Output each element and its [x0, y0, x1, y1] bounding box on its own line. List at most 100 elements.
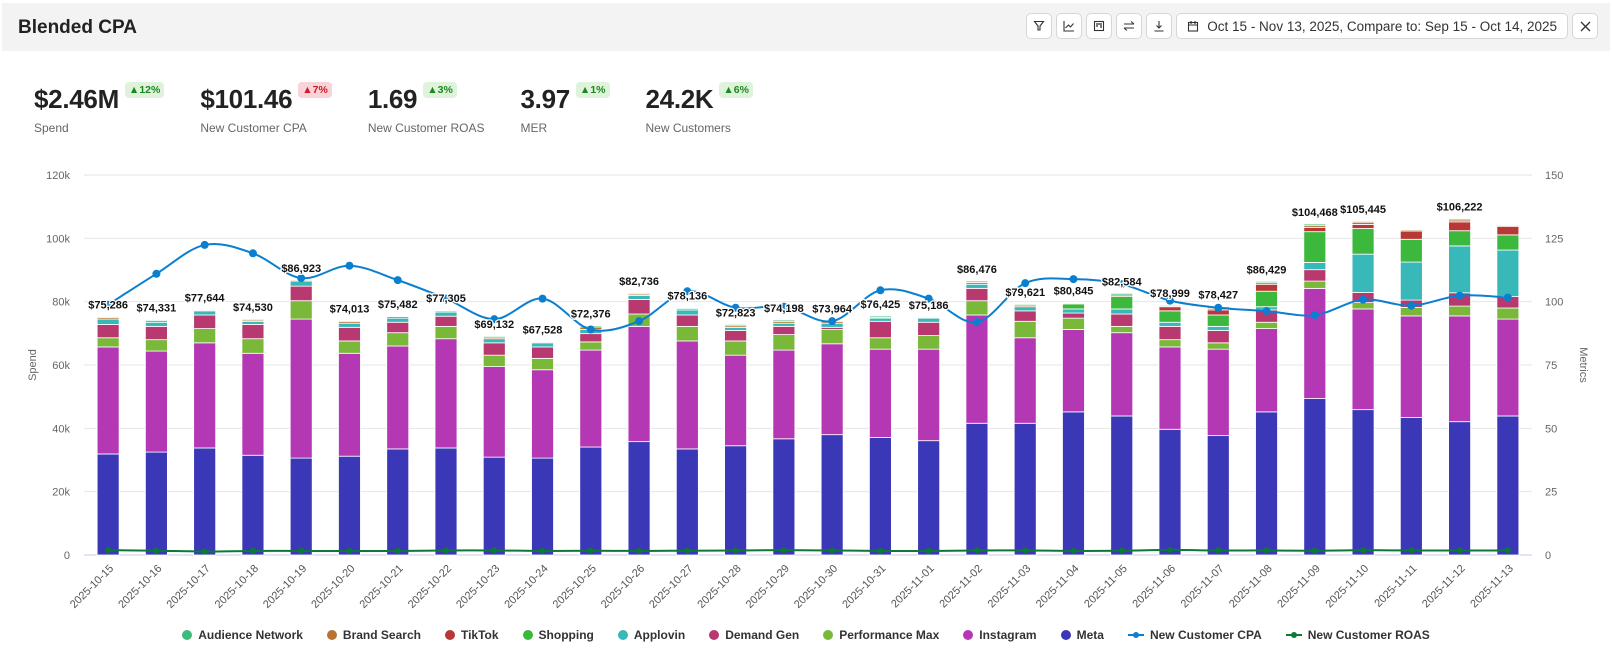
legend-item-meta[interactable]: Meta [1060, 628, 1104, 642]
new-customer-roas-point [539, 547, 546, 554]
calendar-icon [1188, 21, 1199, 32]
kpi-mer: 3.97 ▲1% MER [521, 82, 610, 135]
bar-segment-instagram [1496, 318, 1520, 417]
bar-segment-performance-max [193, 328, 217, 344]
bar-total-label: $72,823 [716, 307, 756, 319]
bar-segment-performance-max [338, 340, 361, 354]
bar-segment-applovin [1399, 261, 1423, 301]
filter-button[interactable] [1026, 13, 1053, 39]
legend-item-instagram[interactable]: Instagram [963, 628, 1037, 642]
bar-segment-instagram [820, 343, 844, 436]
legend-dot-icon [444, 630, 455, 640]
new-customer-cpa-point [828, 317, 837, 326]
new-customer-roas-point [1118, 547, 1125, 554]
legend-item-tiktok[interactable]: TikTok [444, 628, 499, 642]
bar-segment-instagram [1255, 328, 1278, 413]
bar-total-label: $86,923 [281, 263, 321, 275]
kpi-spend: $2.46M ▲12% Spend [34, 82, 165, 135]
new-customer-roas-point [1215, 547, 1222, 554]
bar-segment-audience-network [1158, 304, 1182, 307]
legend-item-new-customer-roas[interactable]: New Customer ROAS [1285, 628, 1430, 642]
bar-segment-meta [434, 447, 458, 556]
legend-item-demand-gen[interactable]: Demand Gen [709, 628, 799, 642]
x-tick-label: 2025-11-10 [1323, 563, 1371, 611]
bar-segment-applovin [338, 322, 361, 328]
bar-segment-meta [772, 438, 796, 556]
legend-label: Instagram [979, 628, 1037, 642]
bar-segment-meta [1206, 435, 1230, 556]
y-tick-label: 120k [46, 170, 70, 182]
new-customer-cpa-point [1021, 279, 1030, 288]
date-range-picker[interactable]: Oct 15 - Nov 13, 2025, Compare to: Sep 1… [1176, 13, 1568, 39]
bar-total-label: $74,198 [764, 303, 804, 315]
bar-segment-audience-network [1062, 301, 1085, 304]
x-tick-label: 2025-11-11 [1372, 563, 1419, 610]
x-tick-label: 2025-10-18 [213, 563, 261, 611]
new-customer-cpa-point [538, 294, 547, 303]
kpi-row: $2.46M ▲12% Spend $101.46 ▲7% New Customer C… [34, 82, 789, 135]
close-icon [1580, 21, 1590, 31]
new-customer-roas-point [587, 547, 594, 554]
bar-segment-performance-max [241, 338, 265, 354]
new-customer-roas-point [201, 548, 208, 555]
bar-segment-instagram [1303, 287, 1327, 399]
bar-segment-demand-gen [1110, 313, 1134, 327]
legend-item-performance-max[interactable]: Performance Max [823, 628, 939, 642]
swap-button[interactable] [1116, 13, 1143, 39]
bar-segment-performance-max [820, 329, 844, 345]
bar-segment-instagram [144, 350, 168, 453]
bar-segment-audience-network [724, 324, 747, 327]
legend-item-new-customer-cpa[interactable]: New Customer CPA [1127, 628, 1262, 642]
bar-segment-demand-gen [772, 325, 796, 336]
bar-segment-meta [579, 446, 603, 556]
bar-segment-applovin [965, 283, 989, 289]
bar-segment-demand-gen [193, 314, 217, 329]
new-customer-roas-point [249, 547, 256, 554]
new-customer-cpa-point [1069, 275, 1078, 284]
new-customer-cpa-point [1455, 291, 1464, 300]
x-tick-label: 2025-10-30 [792, 563, 840, 611]
new-customer-roas-point [732, 547, 739, 554]
bar-segment-performance-max [386, 332, 410, 347]
bar-segment-applovin [482, 338, 506, 344]
legend-label: Shopping [538, 628, 594, 642]
x-tick-label: 2025-11-13 [1468, 563, 1516, 611]
new-customer-roas-point [491, 547, 498, 554]
legend-item-brand-search[interactable]: Brand Search [326, 628, 421, 642]
bar-segment-instagram [965, 314, 989, 424]
new-customer-cpa-point [490, 315, 499, 324]
bar-segment-applovin [386, 317, 410, 323]
close-button[interactable] [1572, 13, 1598, 39]
new-customer-cpa-point [297, 274, 306, 283]
legend-item-applovin[interactable]: Applovin [617, 628, 685, 642]
bar-total-label: $80,845 [1054, 285, 1094, 297]
bar-segment-audience-network [627, 292, 651, 295]
bar-segment-performance-max [772, 334, 796, 351]
bar-segment-performance-max [1110, 325, 1134, 334]
bar-segment-shopping [1496, 234, 1520, 251]
bar-segment-applovin [724, 326, 747, 331]
download-button[interactable] [1146, 13, 1173, 39]
legend-label: TikTok [460, 628, 499, 642]
bar-segment-applovin [434, 311, 458, 317]
bar-segment-tiktok [1448, 221, 1471, 232]
legend-item-shopping[interactable]: Shopping [522, 628, 594, 642]
bar-segment-meta [1158, 428, 1182, 556]
bar-total-label: $86,476 [957, 264, 997, 276]
line-chart-button[interactable] [1056, 13, 1083, 39]
legend-label: New Customer CPA [1149, 628, 1262, 642]
bar-segment-meta [869, 437, 892, 556]
legend-item-audience-network[interactable]: Audience Network [182, 628, 303, 642]
bar-segment-meta [1013, 422, 1037, 556]
kpi-new-customer-roas: 1.69 ▲3% New Customer ROAS [368, 82, 485, 135]
bar-segment-audience-network [869, 315, 892, 318]
bar-segment-instagram [386, 345, 410, 450]
columns-button[interactable] [1086, 13, 1113, 39]
bar-total-label: $69,132 [474, 319, 514, 331]
bar-segment-audience-network [386, 315, 410, 317]
kpi-label: Spend [34, 121, 69, 135]
y2-tick-label: 75 [1545, 360, 1557, 372]
kpi-value: $2.46M [34, 84, 119, 114]
bar-segment-audience-network [772, 319, 796, 322]
new-customer-roas-point [877, 547, 884, 554]
